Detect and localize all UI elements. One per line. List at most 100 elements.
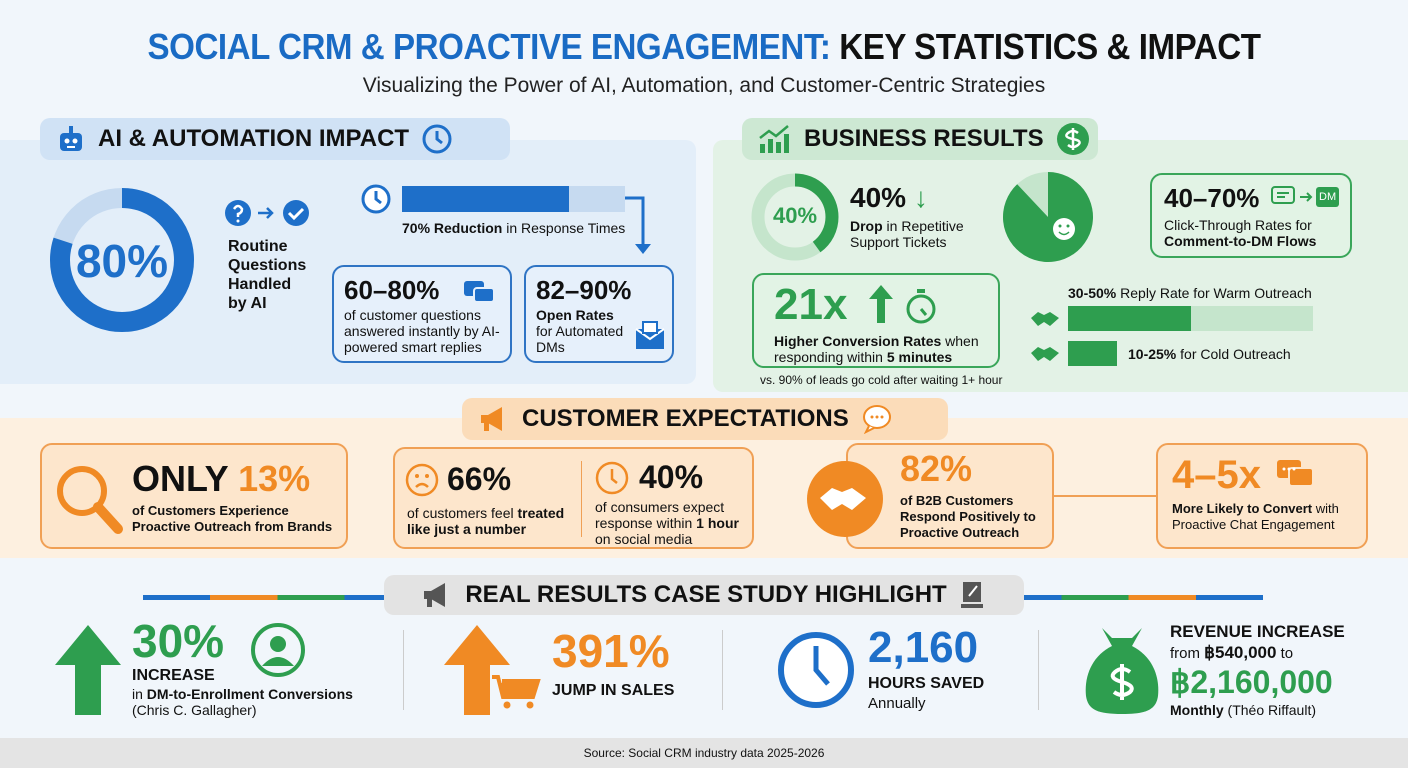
ticket-drop-donut xyxy=(751,173,839,261)
open-rates-card: 82–90% Open Rates for Automated DMs xyxy=(524,265,674,363)
s40-rest2: on social media xyxy=(595,531,693,547)
divider xyxy=(581,461,582,537)
c4-value: ฿2,160,000 xyxy=(1170,664,1333,700)
ai-donut-label: Routine Questions Handled by AI xyxy=(228,237,306,313)
c2-label: JUMP IN SALES xyxy=(552,682,675,699)
card-value: 82–90% xyxy=(536,275,632,305)
ai-heading-text: AI & AUTOMATION IMPACT xyxy=(98,125,410,152)
source-footer: Source: Social CRM industry data 2025-20… xyxy=(0,738,1408,768)
expectations-heading-text: CUSTOMER EXPECTATIONS xyxy=(522,405,849,432)
megaphone-icon xyxy=(478,405,510,433)
card-value: 60–80% xyxy=(344,275,440,305)
growth-chart-icon xyxy=(758,124,792,154)
cold-bar xyxy=(1068,341,1313,366)
treated-number-card: 66% of customers feel treated like just … xyxy=(393,447,754,549)
megaphone-icon xyxy=(421,581,453,609)
business-heading: BUSINESS RESULTS xyxy=(742,118,1098,160)
s40-bold: 1 hour xyxy=(696,515,739,531)
question-to-check-icon xyxy=(224,198,314,230)
response-time-bar xyxy=(402,186,625,212)
c3-sub: Annually xyxy=(868,695,926,712)
satisfaction-pie xyxy=(1003,172,1093,262)
arrow-down-icon: ↓ xyxy=(913,182,928,213)
expectations-heading: CUSTOMER EXPECTATIONS xyxy=(462,398,948,440)
bold2: 5 minutes xyxy=(886,349,953,365)
conv-rest: with Proactive Chat Engagement xyxy=(1172,501,1339,532)
drop-value: 40% ↓ xyxy=(850,184,928,212)
drop-number: 40% xyxy=(850,182,907,213)
drop-text: Drop in Repetitive Support Tickets xyxy=(850,218,990,250)
only-value: 13% xyxy=(238,458,311,499)
cold-leads-note: vs. 90% of leads go cold after waiting 1… xyxy=(760,373,1003,387)
cold-bold: 10-25% xyxy=(1128,346,1177,362)
connector-line xyxy=(1054,495,1156,497)
card-value: 21x xyxy=(774,280,848,329)
rest2: responding within xyxy=(774,349,887,365)
warm-rest: Reply Rate for Warm Outreach xyxy=(1116,285,1312,301)
s40-rest: of consumers expect response within xyxy=(595,499,725,531)
c4-from-pre: from xyxy=(1170,645,1205,662)
user-icon xyxy=(250,622,306,678)
bold1: Higher Conversion Rates xyxy=(774,333,942,349)
c3-value: 2,160 xyxy=(868,623,979,672)
warm-bar xyxy=(1068,306,1313,331)
cold-label: 10-25% for Cold Outreach xyxy=(1128,346,1291,362)
s66-rest: of customers feel xyxy=(407,505,518,521)
label-line: Questions xyxy=(228,257,307,274)
money-bag-icon xyxy=(1084,626,1160,716)
conv-value: 4–5x xyxy=(1172,453,1261,497)
only-13-card: ONLY 13% of Customers Experience Proacti… xyxy=(40,443,348,549)
comment-to-dm-icon: DM xyxy=(1270,185,1340,209)
subtitle: Visualizing the Power of AI, Automation,… xyxy=(362,74,1046,97)
ai-donut-value: 80% xyxy=(75,235,169,287)
conv-bold: More Likely to Convert xyxy=(1172,501,1313,516)
magnifier-icon xyxy=(50,459,130,539)
clock-icon xyxy=(360,183,392,215)
clock-icon xyxy=(776,630,856,710)
b2b-value: 82% xyxy=(900,448,973,489)
card-text: of customer questions answered instantly… xyxy=(344,307,500,355)
conversion-card: 21x Higher Conversion Rates when respondi… xyxy=(752,273,1000,368)
c4-from: ฿540,000 xyxy=(1204,643,1277,662)
down-arrow-icon xyxy=(625,196,651,254)
up-arrow-stopwatch-icon xyxy=(869,285,939,325)
drop-rest: in Repetitive Support Tickets xyxy=(850,218,964,250)
handshake-icon xyxy=(1030,310,1060,328)
response-bold: 70% Reduction xyxy=(402,220,503,236)
warm-bold: 30-50% xyxy=(1068,285,1117,301)
label-line: Routine xyxy=(228,238,288,255)
card-line1: Click-Through Rates for xyxy=(1164,217,1312,233)
business-heading-text: BUSINESS RESULTS xyxy=(804,125,1044,152)
c1-who: (Chris C. Gallagher) xyxy=(132,702,257,718)
divider xyxy=(1038,630,1039,710)
warm-bar-fill xyxy=(1068,306,1191,331)
only-text: of Customers Experience Proactive Outrea… xyxy=(132,503,333,534)
robot-icon xyxy=(56,124,86,154)
c4-bold: Monthly xyxy=(1170,702,1224,718)
divider xyxy=(403,630,404,710)
presentation-icon xyxy=(959,580,987,610)
green-up-arrow-icon xyxy=(55,625,121,715)
ai-donut xyxy=(50,188,194,332)
c1-pre: in xyxy=(132,686,147,702)
smart-replies-card: 60–80% of customer questions answered in… xyxy=(332,265,512,363)
title-part-1: SOCIAL CRM & PROACTIVE ENGAGEMENT: xyxy=(147,26,831,67)
value-66: 66% xyxy=(447,461,512,497)
s66-bold: treated like just a number xyxy=(407,505,565,537)
dollar-icon xyxy=(1056,122,1090,156)
c4-who: (Théo Riffault) xyxy=(1223,702,1316,718)
label-line: by AI xyxy=(228,295,267,312)
card-text: for Automated DMs xyxy=(536,323,624,355)
c4-label: REVENUE INCREASE xyxy=(1170,622,1345,641)
page-title: SOCIAL CRM & PROACTIVE ENGAGEMENT: KEY S… xyxy=(56,26,1351,68)
ai-heading: AI & AUTOMATION IMPACT xyxy=(40,118,510,160)
dm-badge: DM xyxy=(1316,187,1340,207)
c4-to: to xyxy=(1276,645,1294,662)
c1-bold: DM-to-Enrollment Conversions xyxy=(146,686,353,702)
divider xyxy=(722,630,723,710)
c1-label: INCREASE xyxy=(132,667,215,684)
drop-bold: Drop xyxy=(850,218,883,234)
envelope-icon xyxy=(634,319,666,351)
speech-bubble-icon xyxy=(861,404,893,434)
card-bold: Open Rates xyxy=(536,307,614,323)
